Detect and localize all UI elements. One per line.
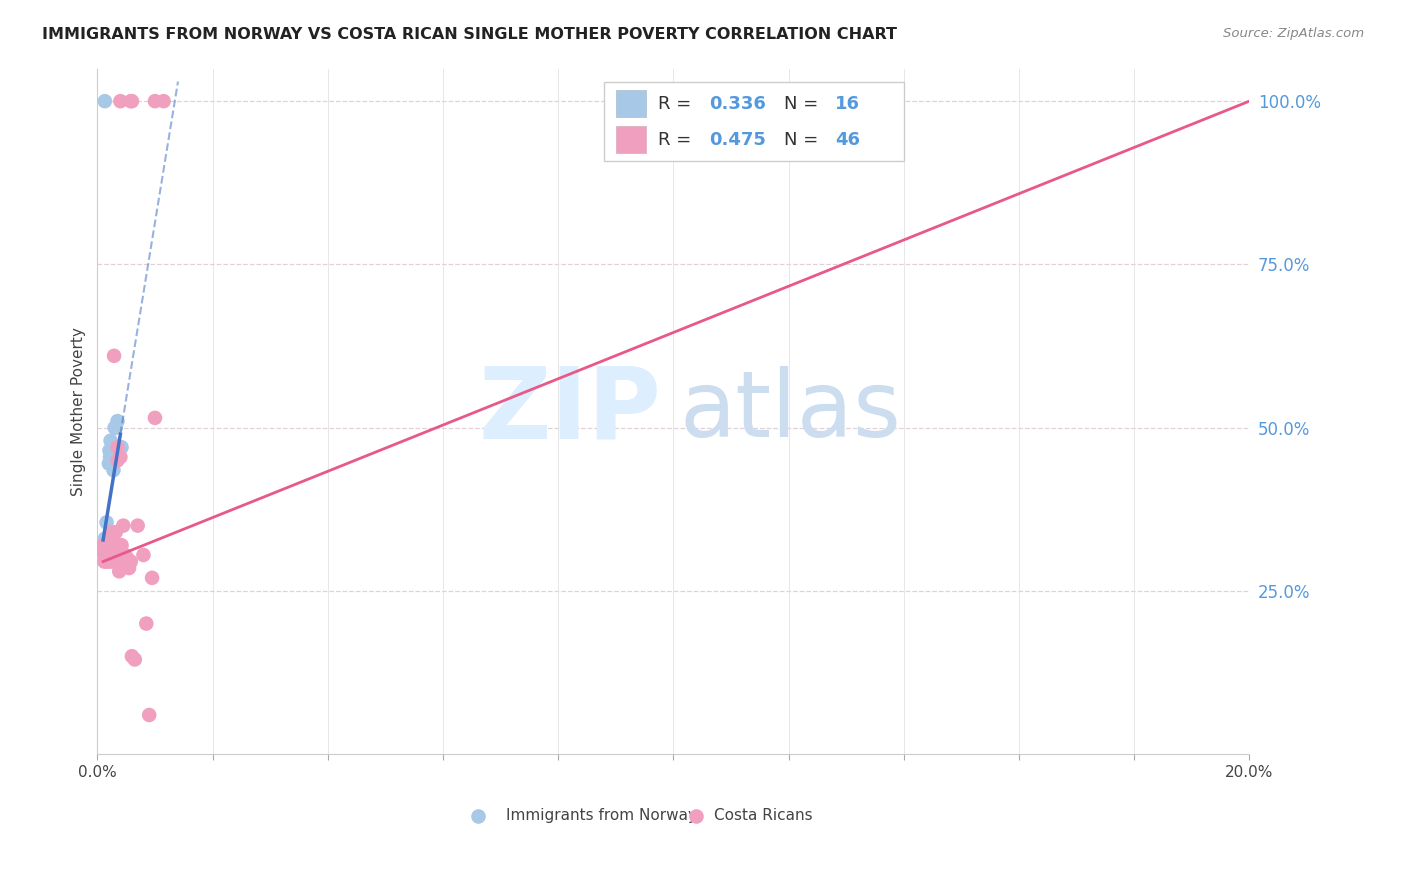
Point — [120, 555, 142, 569]
Point — [104, 420, 127, 434]
Y-axis label: Single Mother Poverty: Single Mother Poverty — [72, 326, 86, 496]
Point — [100, 434, 122, 448]
Point — [98, 443, 121, 458]
Point — [138, 708, 160, 723]
Point — [132, 548, 155, 562]
Point — [105, 551, 128, 566]
Point — [108, 564, 131, 578]
Text: ZIP: ZIP — [479, 363, 662, 460]
Point — [112, 518, 135, 533]
Point — [110, 94, 132, 108]
Text: atlas: atlas — [679, 367, 901, 457]
Point — [97, 535, 120, 549]
Point — [108, 545, 131, 559]
Point — [93, 555, 115, 569]
Text: Immigrants from Norway: Immigrants from Norway — [506, 808, 697, 823]
Point — [91, 538, 114, 552]
Point — [115, 558, 138, 572]
Point — [104, 420, 127, 434]
Point — [110, 450, 132, 464]
Point — [104, 525, 127, 540]
Point — [112, 555, 135, 569]
Point — [135, 616, 157, 631]
Point — [97, 457, 120, 471]
Point — [103, 541, 125, 556]
Point — [101, 555, 124, 569]
Point — [107, 551, 129, 566]
Point — [141, 571, 163, 585]
Point — [94, 548, 117, 562]
Point — [103, 349, 125, 363]
Point — [98, 541, 121, 556]
Point — [94, 532, 117, 546]
Point — [94, 545, 117, 559]
Text: Source: ZipAtlas.com: Source: ZipAtlas.com — [1223, 27, 1364, 40]
Point — [121, 649, 143, 664]
Point — [110, 551, 132, 566]
Point — [104, 555, 127, 569]
Point — [107, 440, 129, 454]
Point — [96, 555, 118, 569]
Point — [107, 453, 129, 467]
Point — [120, 94, 142, 108]
Point — [103, 538, 125, 552]
Text: Costa Ricans: Costa Ricans — [714, 808, 813, 823]
Point — [103, 463, 125, 477]
Point — [96, 516, 118, 530]
Point — [104, 538, 127, 552]
Point — [104, 545, 127, 559]
Point — [107, 414, 129, 428]
Point — [97, 548, 120, 562]
Point — [143, 94, 166, 108]
Point — [97, 546, 120, 560]
Point — [97, 555, 120, 569]
Point — [117, 551, 139, 566]
Point — [118, 561, 141, 575]
Text: IMMIGRANTS FROM NORWAY VS COSTA RICAN SINGLE MOTHER POVERTY CORRELATION CHART: IMMIGRANTS FROM NORWAY VS COSTA RICAN SI… — [42, 27, 897, 42]
Point — [93, 538, 115, 552]
Point — [152, 94, 174, 108]
Point — [98, 545, 121, 559]
Point — [114, 548, 136, 562]
Point — [91, 545, 114, 559]
Point — [110, 440, 132, 454]
Point — [94, 541, 117, 556]
Point — [100, 447, 122, 461]
Point — [100, 532, 122, 546]
Point — [127, 518, 149, 533]
Point — [100, 538, 122, 552]
Point — [124, 652, 146, 666]
Point — [94, 94, 117, 108]
Point — [143, 410, 166, 425]
Point — [98, 450, 121, 464]
Point — [100, 525, 122, 540]
Point — [121, 94, 143, 108]
Point — [110, 538, 132, 552]
Point — [110, 545, 132, 559]
